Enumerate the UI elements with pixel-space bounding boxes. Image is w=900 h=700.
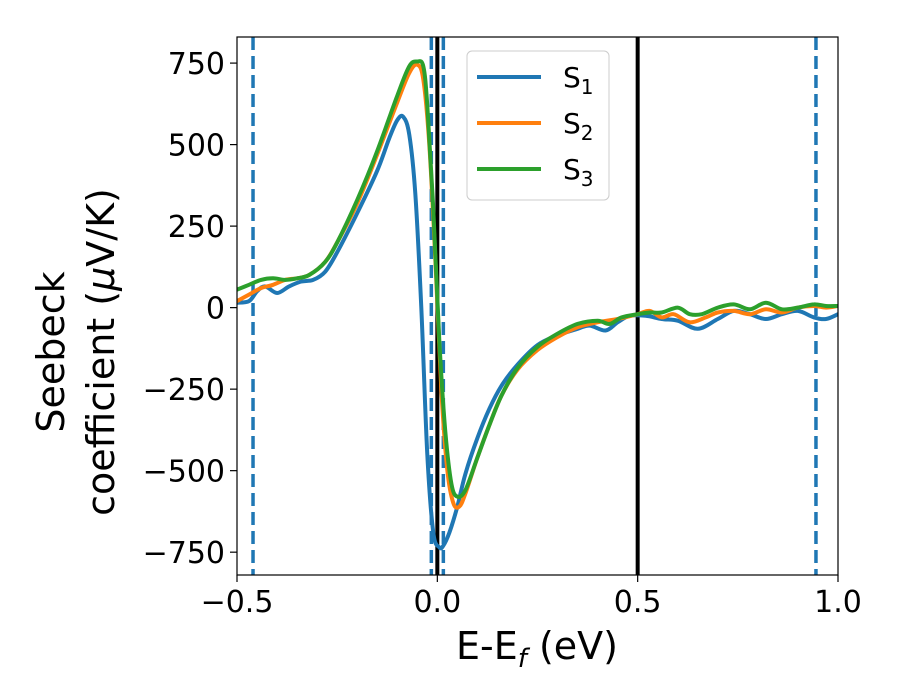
legend-label-3: S3: [563, 153, 594, 191]
plot-frame: [236, 36, 839, 576]
y-tick-label: 0: [206, 292, 225, 327]
y-axis-title-line2: coefficient (μV/K): [79, 188, 123, 516]
y-tick-label: 250: [168, 210, 225, 245]
legend-box: [466, 50, 610, 201]
y-axis-title-line1: Seebeck: [29, 271, 73, 432]
y-tick-label: −750: [143, 536, 225, 571]
series-line-1: [237, 113, 838, 551]
x-tick-label: 0.5: [614, 585, 662, 620]
y-axis-ticks: 750 500 250 0 −250 −500 −750: [143, 47, 237, 571]
x-axis-title: E-Ef (eV): [456, 624, 618, 674]
y-tick-label: 750: [168, 47, 225, 82]
y-tick-label: −250: [143, 373, 225, 408]
legend-label-2: S2: [563, 107, 594, 145]
y-tick-label: −500: [143, 455, 225, 490]
y-tick-label: 500: [168, 129, 225, 164]
series-lines: [237, 59, 838, 551]
y-axis-title: Seebeck coefficient (μV/K): [29, 188, 123, 516]
legend: S1 S2 S3: [466, 50, 610, 201]
series-line-3: [237, 59, 838, 500]
x-tick-label: 1.0: [814, 585, 862, 620]
x-tick-label: −0.5: [201, 585, 274, 620]
x-tick-label: 0.0: [413, 585, 461, 620]
legend-label-1: S1: [563, 61, 594, 99]
x-axis-ticks: −0.5 0.0 0.5 1.0: [201, 575, 862, 620]
